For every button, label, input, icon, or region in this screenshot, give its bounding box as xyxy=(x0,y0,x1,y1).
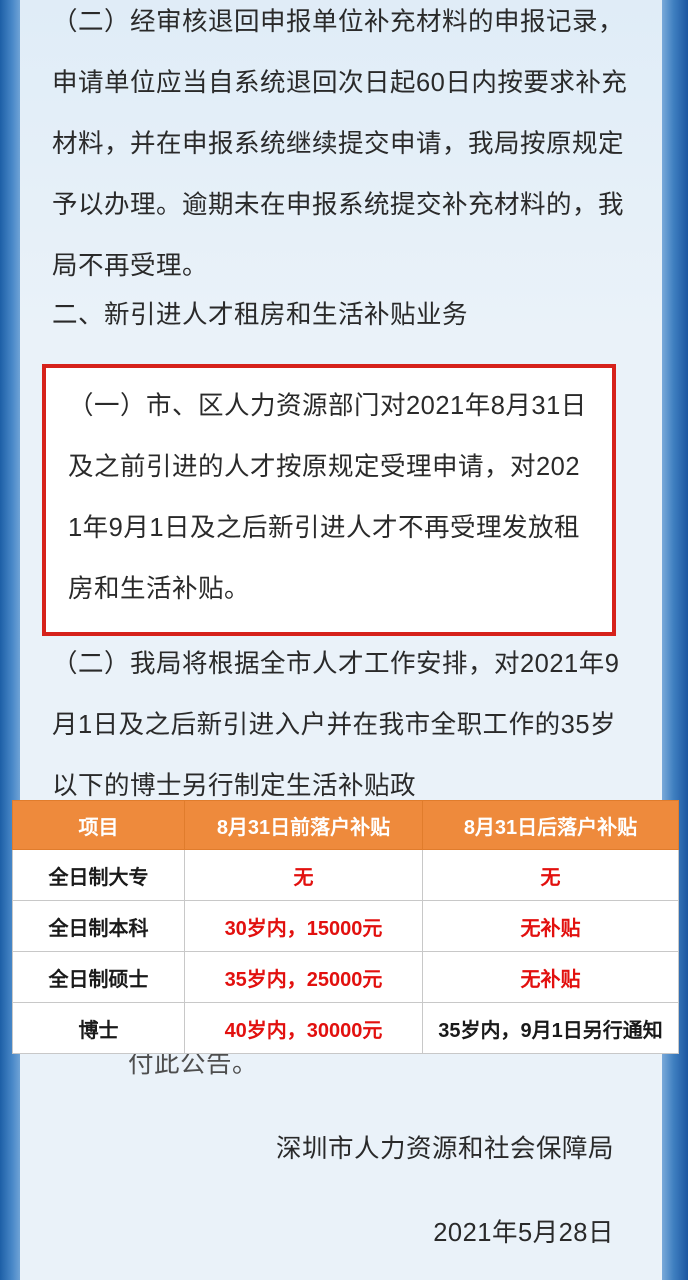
table-header-before: 8月31日前落户补贴 xyxy=(184,800,423,850)
cell-item: 全日制本科 xyxy=(12,900,185,952)
cell-item: 全日制大专 xyxy=(12,849,185,901)
paragraph-3: （二）我局将根据全市人才工作安排，对2021年9月1日及之后新引进入户并在我市全… xyxy=(52,650,620,800)
table-row: 全日制大专 无 无 xyxy=(12,849,679,901)
cell-after: 35岁内，9月1日另行通知 xyxy=(422,1002,679,1054)
section-heading-2: 二、新引进人才租房和生活补贴业务 xyxy=(52,301,469,329)
signature-date: 2021年5月28日 xyxy=(433,1219,614,1247)
table-row: 全日制本科 30岁内，15000元 无补贴 xyxy=(12,900,679,952)
cell-item: 全日制硕士 xyxy=(12,951,185,1003)
cell-before: 30岁内，15000元 xyxy=(184,900,423,952)
table-header-after: 8月31日后落户补贴 xyxy=(422,800,679,850)
table-header-item: 项目 xyxy=(12,800,185,850)
left-edge-gradient xyxy=(0,0,20,1280)
cell-after: 无补贴 xyxy=(422,951,679,1003)
right-edge-gradient xyxy=(662,0,688,1280)
cell-item: 博士 xyxy=(12,1002,185,1054)
document-page: （二）经审核退回申报单位补充材料的申报记录，申请单位应当自系统退回次日起60日内… xyxy=(20,0,662,1280)
paragraph-1: （二）经审核退回申报单位补充材料的申报记录，申请单位应当自系统退回次日起60日内… xyxy=(52,8,628,280)
signature-organization: 深圳市人力资源和社会保障局 xyxy=(275,1135,614,1163)
cell-before: 无 xyxy=(184,849,423,901)
cell-after: 无补贴 xyxy=(422,900,679,952)
table-header-row: 项目 8月31日前落户补贴 8月31日后落户补贴 xyxy=(12,800,679,850)
cell-after: 无 xyxy=(422,849,679,901)
table-row: 全日制硕士 35岁内，25000元 无补贴 xyxy=(12,951,679,1003)
occluded-text-line: 付此公告。 xyxy=(128,1050,259,1078)
subsidy-table: 项目 8月31日前落户补贴 8月31日后落户补贴 全日制大专 无 无 全日制本科… xyxy=(12,800,679,1054)
cell-before: 40岁内，30000元 xyxy=(184,1002,423,1054)
table-row: 博士 40岁内，30000元 35岁内，9月1日另行通知 xyxy=(12,1002,679,1054)
subsidy-table-container: 项目 8月31日前落户补贴 8月31日后落户补贴 全日制大专 无 无 全日制本科… xyxy=(12,800,679,1054)
highlighted-paragraph: （一）市、区人力资源部门对2021年8月31日及之前引进的人才按原规定受理申请，… xyxy=(68,392,587,603)
cell-before: 35岁内，25000元 xyxy=(184,951,423,1003)
highlight-box: （一）市、区人力资源部门对2021年8月31日及之前引进的人才按原规定受理申请，… xyxy=(42,364,616,636)
